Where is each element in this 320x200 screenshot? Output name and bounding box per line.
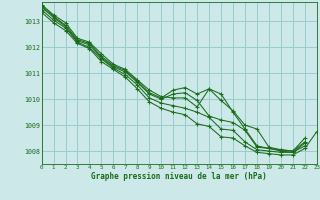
- X-axis label: Graphe pression niveau de la mer (hPa): Graphe pression niveau de la mer (hPa): [91, 172, 267, 181]
